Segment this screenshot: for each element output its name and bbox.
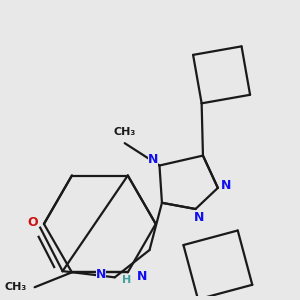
Text: O: O	[27, 216, 38, 229]
Text: H: H	[122, 275, 131, 285]
Text: N: N	[96, 268, 106, 281]
Text: CH₃: CH₃	[5, 282, 27, 292]
Text: N: N	[136, 270, 147, 283]
Text: N: N	[194, 211, 204, 224]
Text: N: N	[221, 179, 232, 192]
Text: N: N	[148, 153, 158, 166]
Text: CH₃: CH₃	[114, 127, 136, 137]
